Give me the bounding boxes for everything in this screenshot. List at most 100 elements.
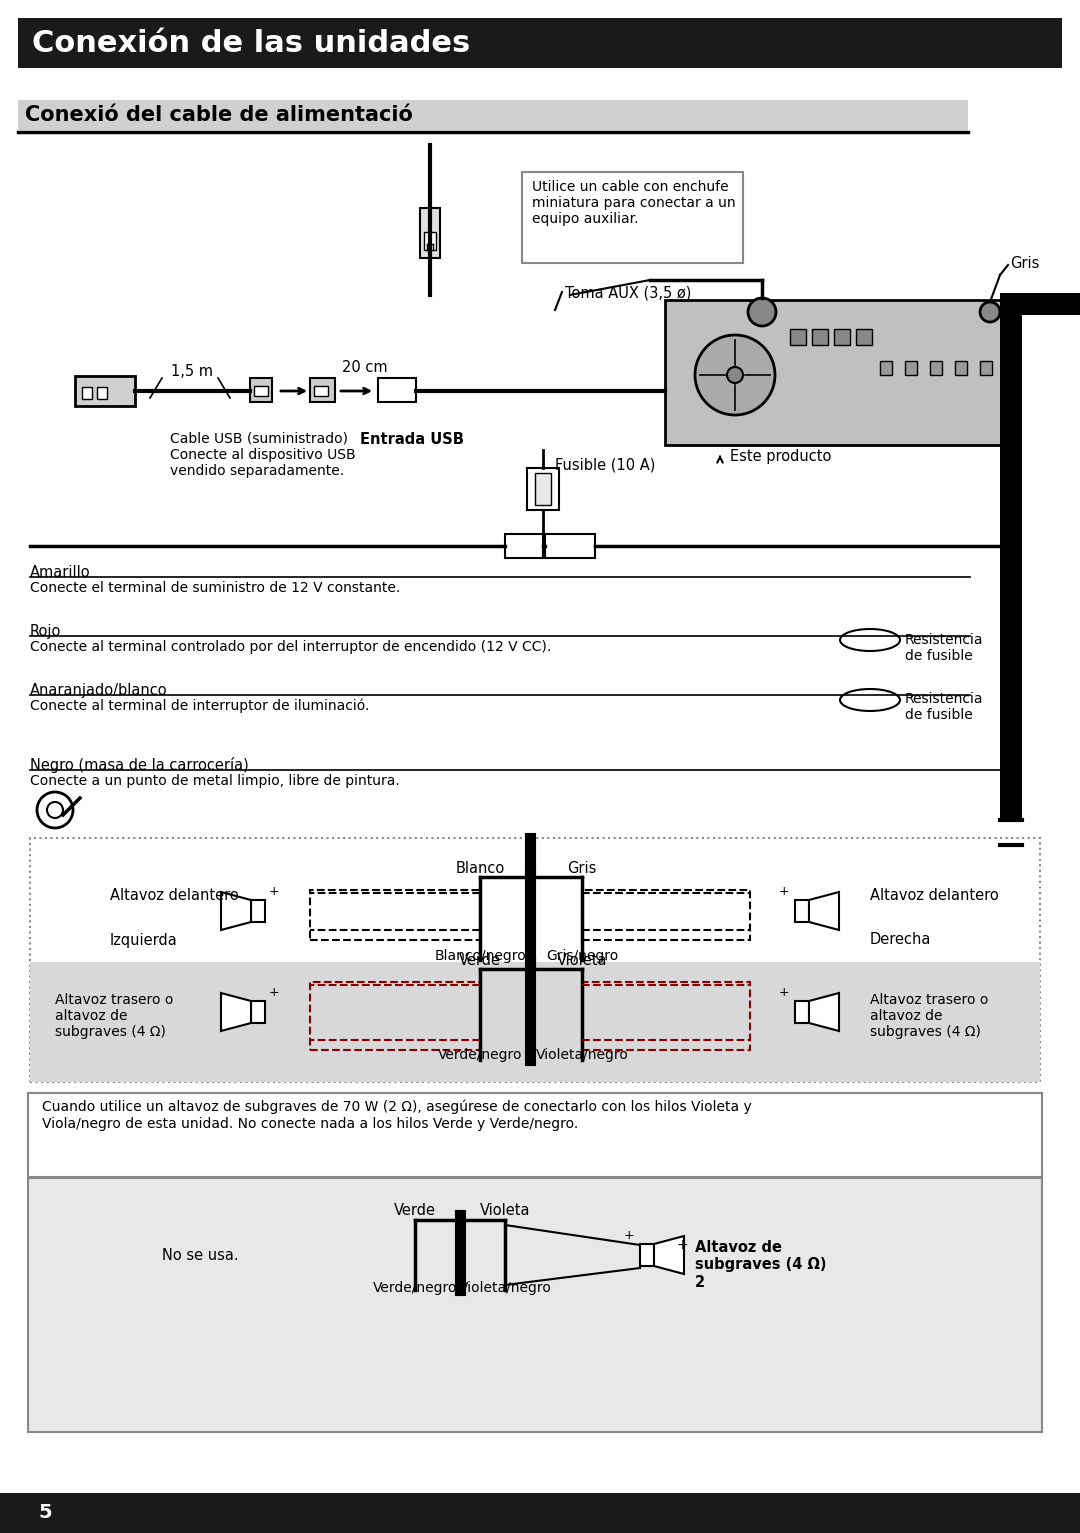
Text: Resistencia
de fusible: Resistencia de fusible [905,691,984,722]
Text: Cable USB (suministrado)
Conecte al dispositivo USB
vendido separadamente.: Cable USB (suministrado) Conecte al disp… [170,432,355,478]
Text: Violeta: Violeta [557,954,607,967]
FancyBboxPatch shape [930,360,942,376]
FancyBboxPatch shape [424,231,436,250]
Circle shape [37,793,73,828]
FancyBboxPatch shape [75,376,135,406]
Text: Derecha: Derecha [870,932,931,947]
Text: Verde: Verde [459,954,501,967]
FancyBboxPatch shape [1000,293,1080,314]
FancyBboxPatch shape [905,360,917,376]
FancyBboxPatch shape [30,963,1040,1082]
FancyBboxPatch shape [582,891,750,940]
Text: Blanco/negro: Blanco/negro [434,949,526,963]
FancyBboxPatch shape [522,172,743,264]
FancyBboxPatch shape [527,468,559,510]
Text: Gris/negro: Gris/negro [545,949,618,963]
Text: Verde/negro: Verde/negro [373,1282,457,1295]
Text: Verde: Verde [394,1203,436,1219]
Circle shape [696,336,775,415]
FancyBboxPatch shape [249,379,272,402]
Text: Utilice un cable con enchufe
miniatura para conectar a un
equipo auxiliar.: Utilice un cable con enchufe miniatura p… [532,179,735,227]
FancyBboxPatch shape [795,1001,809,1023]
FancyBboxPatch shape [795,900,809,921]
Text: Altavoz trasero o
altavoz de
subgraves (4 Ω): Altavoz trasero o altavoz de subgraves (… [870,993,988,1039]
Text: Altavoz delantero: Altavoz delantero [870,889,999,903]
Text: Toma AUX (3,5 ø): Toma AUX (3,5 ø) [565,285,691,300]
Text: +: + [779,986,789,1000]
Text: Violeta/negro: Violeta/negro [536,1049,629,1062]
Text: Conexió del cable de alimentació: Conexió del cable de alimentació [25,104,413,126]
Polygon shape [809,892,839,931]
FancyBboxPatch shape [980,360,993,376]
Text: +: + [623,1229,634,1242]
FancyBboxPatch shape [0,1493,1080,1533]
Circle shape [748,297,777,327]
Text: Anaranjado/blanco: Anaranjado/blanco [30,684,167,698]
Text: +: + [269,885,280,898]
Text: +: + [676,1239,688,1252]
FancyBboxPatch shape [545,533,595,558]
Text: Conecte a un punto de metal limpio, libre de pintura.: Conecte a un punto de metal limpio, libr… [30,774,400,788]
FancyBboxPatch shape [28,1093,1042,1177]
Text: 1,5 m: 1,5 m [171,365,213,380]
Text: 20 cm: 20 cm [342,360,388,376]
Polygon shape [654,1236,684,1274]
Circle shape [727,366,743,383]
Polygon shape [221,993,251,1032]
Text: Verde/negro: Verde/negro [437,1049,523,1062]
Text: Altavoz trasero o
altavoz de
subgraves (4 Ω): Altavoz trasero o altavoz de subgraves (… [55,993,174,1039]
FancyBboxPatch shape [314,386,328,396]
FancyBboxPatch shape [856,330,872,345]
Polygon shape [809,993,839,1032]
FancyBboxPatch shape [1000,300,1022,820]
Text: Entrada USB: Entrada USB [360,432,464,448]
FancyBboxPatch shape [251,1001,265,1023]
FancyBboxPatch shape [251,900,265,921]
Text: Conecte el terminal de suministro de 12 V constante.: Conecte el terminal de suministro de 12 … [30,581,401,595]
Text: +: + [269,986,280,1000]
Text: Violeta: Violeta [480,1203,530,1219]
FancyBboxPatch shape [82,386,92,399]
FancyBboxPatch shape [789,330,806,345]
Text: Este producto: Este producto [730,449,832,464]
FancyBboxPatch shape [955,360,967,376]
Circle shape [980,302,1000,322]
FancyBboxPatch shape [310,891,480,940]
Text: Cuando utilice un altavoz de subgraves de 70 W (2 Ω), asegúrese de conectarlo co: Cuando utilice un altavoz de subgraves d… [42,1101,752,1131]
Text: 5: 5 [38,1504,52,1522]
Ellipse shape [840,688,900,711]
FancyBboxPatch shape [535,474,551,504]
FancyBboxPatch shape [30,839,1040,1082]
Text: Amarillo: Amarillo [30,566,91,579]
FancyBboxPatch shape [880,360,892,376]
Text: Blanco: Blanco [456,862,504,875]
Text: Gris: Gris [567,862,596,875]
FancyBboxPatch shape [582,983,750,1050]
Text: Altavoz de
subgraves (4 Ω)
2: Altavoz de subgraves (4 Ω) 2 [696,1240,826,1289]
Text: +: + [779,885,789,898]
Text: Violeta/negro: Violeta/negro [459,1282,552,1295]
Text: Izquierda: Izquierda [110,932,178,947]
Text: Conecte al terminal de interruptor de iluminació.: Conecte al terminal de interruptor de il… [30,699,369,713]
FancyBboxPatch shape [665,300,1010,445]
FancyBboxPatch shape [310,983,480,1050]
Text: Conexión de las unidades: Conexión de las unidades [32,29,470,58]
Text: Negro (masa de la carrocería): Negro (masa de la carrocería) [30,757,248,773]
FancyBboxPatch shape [505,533,543,558]
FancyBboxPatch shape [254,386,268,396]
FancyBboxPatch shape [378,379,416,402]
FancyBboxPatch shape [18,18,1062,67]
FancyBboxPatch shape [812,330,828,345]
Text: Gris: Gris [1010,256,1039,270]
FancyBboxPatch shape [420,208,440,258]
FancyBboxPatch shape [834,330,850,345]
Polygon shape [221,892,251,931]
FancyBboxPatch shape [310,379,335,402]
Text: Resistencia
de fusible: Resistencia de fusible [905,633,984,664]
Text: Conecte al terminal controlado por del interruptor de encendido (12 V CC).: Conecte al terminal controlado por del i… [30,639,551,655]
Text: Rojo: Rojo [30,624,62,639]
FancyBboxPatch shape [18,100,968,130]
Text: No se usa.: No se usa. [162,1248,239,1263]
FancyBboxPatch shape [28,1177,1042,1432]
Circle shape [48,802,63,819]
